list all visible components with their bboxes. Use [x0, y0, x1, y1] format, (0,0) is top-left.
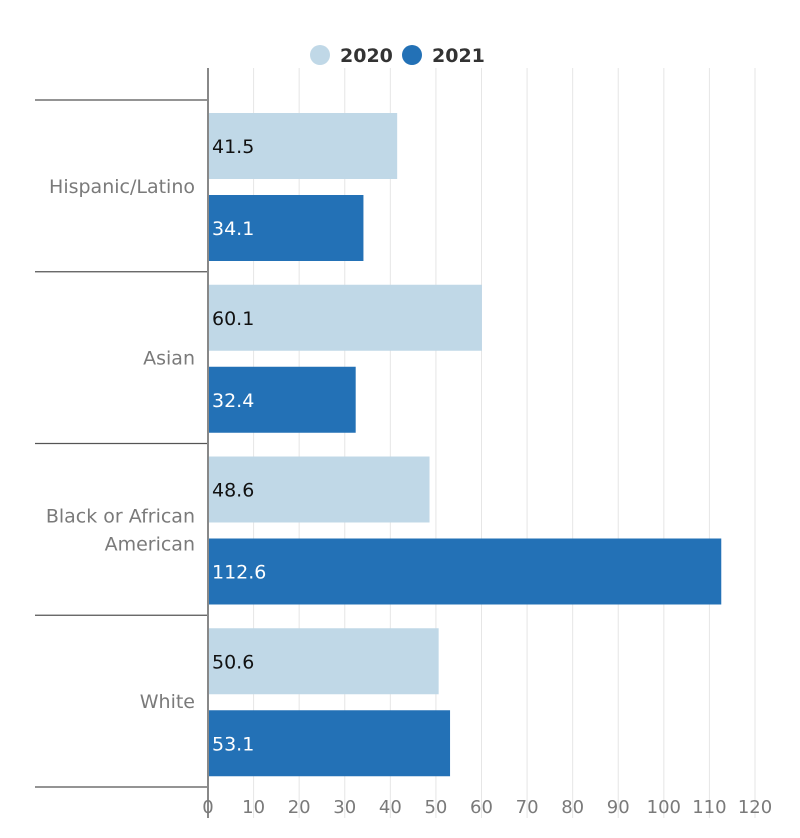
data-label: 41.5	[212, 136, 254, 158]
axes	[35, 68, 209, 818]
x-tick-label: 90	[607, 797, 630, 818]
data-label: 34.1	[212, 218, 254, 240]
bar-2021-3	[208, 538, 722, 605]
x-tick-label: 20	[288, 797, 311, 818]
legend-swatch-2020	[310, 45, 330, 65]
x-tick-label: 70	[516, 797, 539, 818]
x-tick-label: 30	[333, 797, 356, 818]
labels: 0 10 20 30 40 50 60 70 80 90 100 110 120 41.5 34.1 Hisp…	[46, 136, 772, 818]
bar-2020-1	[208, 113, 398, 179]
legend: 2020 2021	[310, 45, 485, 67]
category-label-line: White	[140, 691, 195, 713]
data-label: 53.1	[212, 733, 254, 755]
data-label: 32.4	[212, 390, 254, 412]
legend-label: 2021	[432, 45, 485, 67]
category-label-line: Asian	[143, 348, 195, 370]
data-label: 112.6	[212, 562, 266, 584]
x-tick-label: 40	[379, 797, 402, 818]
legend-label: 2020	[340, 45, 393, 67]
category-label-line: Hispanic/Latino	[49, 176, 195, 198]
legend-swatch-2021	[402, 45, 422, 65]
bar-2020-4	[208, 628, 439, 695]
x-tick-label: 60	[470, 797, 493, 818]
x-tick-label: 110	[692, 797, 726, 818]
x-tick-label: 80	[561, 797, 584, 818]
data-label: 60.1	[212, 308, 254, 330]
x-tick-label: 0	[202, 797, 213, 818]
grid-lines	[253, 68, 756, 818]
x-tick-label: 100	[647, 797, 681, 818]
category-label-line: Black or African	[46, 505, 195, 527]
x-tick-label: 10	[242, 797, 265, 818]
category-label: White	[140, 691, 195, 713]
bar-2021-1	[208, 195, 364, 261]
category-label: Asian	[143, 348, 195, 370]
category-label-line: American	[105, 533, 195, 555]
bars	[208, 113, 722, 777]
x-tick-label: 50	[424, 797, 447, 818]
x-tick-label: 120	[738, 797, 772, 818]
data-label: 50.6	[212, 651, 254, 673]
data-label: 48.6	[212, 480, 254, 502]
category-label: Hispanic/Latino	[49, 176, 195, 198]
bar-2021-4	[208, 710, 451, 777]
bar-2021-2	[208, 366, 356, 433]
bar-2020-2	[208, 284, 482, 351]
category-label: Black or African American	[46, 505, 195, 555]
bar-2020-3	[208, 456, 430, 523]
